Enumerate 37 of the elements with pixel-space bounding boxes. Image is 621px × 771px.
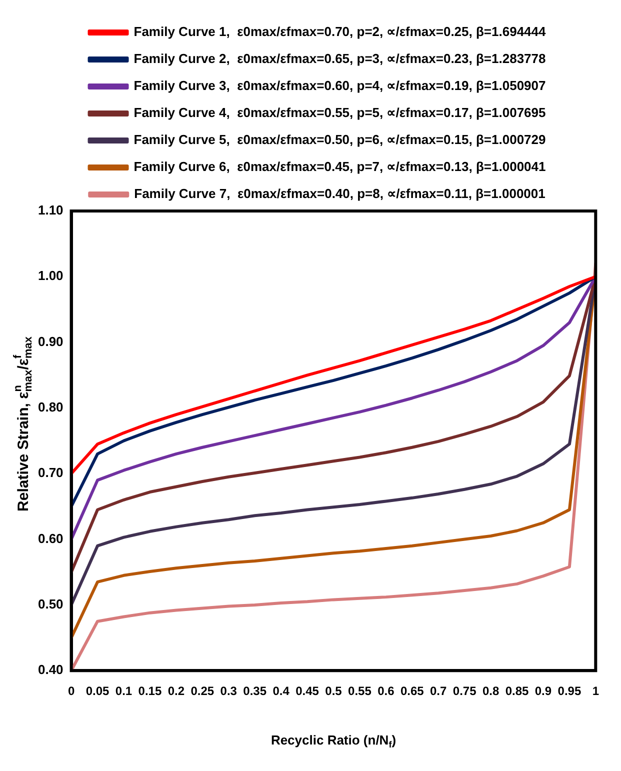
legend-label: Family Curve 2, ε0max/εfmax=0.65, p=3, ∝/εfmax=0.23, β=1.283778 — [134, 51, 546, 66]
x-tick-label: 0.1 — [115, 684, 132, 698]
legend-label: Family Curve 1, ε0max/εfmax=0.70, p=2, ∝/εfmax=0.25, β=1.694444 — [134, 24, 547, 40]
x-tick-label: 0.9 — [534, 684, 552, 698]
x-tick-label: 0.75 — [452, 684, 477, 698]
y-tick-label: 0.50 — [38, 596, 64, 612]
x-tick-label: 0.6 — [378, 684, 395, 698]
legend-label: Family Curve 3, ε0max/εfmax=0.60, p=4, ∝/εfmax=0.19, β=1.050907 — [134, 78, 546, 94]
x-tick-label: 0.05 — [86, 684, 110, 698]
x-tick-label: 0.5 — [325, 684, 342, 698]
y-axis-title: Relative Strain, εnmax/εfmax — [12, 336, 35, 512]
y-tick-label: 1.10 — [38, 202, 64, 218]
x-tick-label: 0.7 — [430, 684, 448, 698]
x-tick-label: 0.85 — [505, 684, 530, 698]
x-tick-label: 0.55 — [348, 684, 372, 698]
y-tick-label: 1.00 — [38, 268, 64, 284]
x-tick-label: 0.65 — [400, 684, 424, 698]
x-tick-label: 0.15 — [138, 684, 162, 698]
y-tick-label: 0.40 — [38, 662, 64, 678]
legend-label: Family Curve 7, ε0max/εfmax=0.40, p=8, ∝/εfmax=0.11, β=1.000001 — [134, 186, 546, 202]
x-tick-label: 0.45 — [296, 684, 320, 698]
x-tick-label: 0.35 — [243, 684, 267, 698]
y-tick-label: 0.80 — [38, 400, 64, 415]
legend-label: Family Curve 4, ε0max/εfmax=0.55, p=5, ∝/εfmax=0.17, β=1.007695 — [134, 105, 546, 120]
y-tick-label: 0.60 — [38, 530, 64, 546]
x-tick-label: 0.25 — [190, 684, 214, 698]
legend-label: Family Curve 6, ε0max/εfmax=0.45, p=7, ∝/εfmax=0.13, β=1.000041 — [134, 159, 546, 174]
x-tick-label: 0.8 — [482, 684, 500, 698]
legend-label: Family Curve 5, ε0max/εfmax=0.50, p=6, ∝/εfmax=0.15, β=1.000729 — [134, 132, 546, 148]
x-tick-label: 0.2 — [168, 684, 185, 698]
x-tick-label: 0.4 — [272, 684, 290, 698]
y-tick-label: 0.70 — [38, 465, 64, 480]
x-tick-label: 0.3 — [220, 684, 238, 698]
x-tick-label: 0 — [68, 684, 75, 698]
x-tick-label: 0.95 — [558, 684, 582, 698]
x-tick-label: 1 — [592, 684, 600, 698]
y-tick-label: 0.90 — [38, 334, 64, 349]
